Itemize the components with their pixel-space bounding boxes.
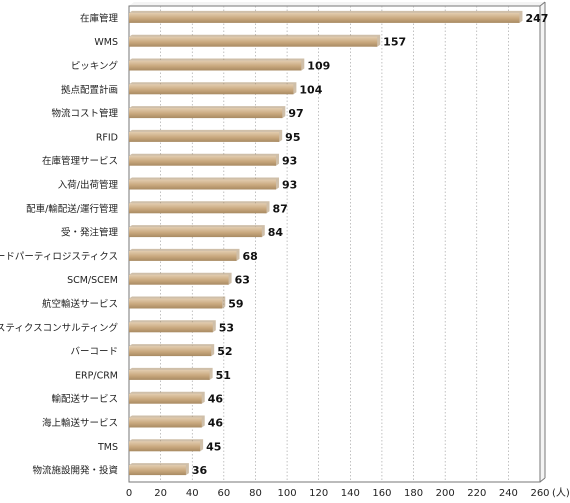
x-tick-label: 100 <box>278 488 297 499</box>
plot-area <box>128 5 541 483</box>
value-label: 109 <box>307 60 330 73</box>
x-axis-unit-label: (人) <box>552 487 570 499</box>
bar <box>129 417 202 428</box>
value-label: 87 <box>273 202 288 215</box>
bar <box>129 12 520 23</box>
value-label: 51 <box>216 369 231 382</box>
bar <box>129 465 186 476</box>
bar <box>129 131 280 142</box>
value-label: 93 <box>282 155 297 168</box>
category-label: サードパーティロジスティクス <box>0 251 118 262</box>
bar <box>129 36 378 47</box>
bar <box>129 369 210 380</box>
x-tick-label: 120 <box>309 488 328 499</box>
x-tick-label: 20 <box>154 488 167 499</box>
x-tick-label: 220 <box>467 488 486 499</box>
value-label: 36 <box>192 464 208 477</box>
category-label: 拠点配置計画 <box>61 84 118 96</box>
bar <box>129 227 262 238</box>
category-label: バーコード <box>70 347 118 358</box>
frame-edge <box>539 477 546 483</box>
bar <box>129 322 213 333</box>
value-label: 59 <box>228 298 243 311</box>
bars <box>129 10 523 476</box>
value-label: 45 <box>206 440 221 453</box>
x-tick-label: 60 <box>217 488 230 499</box>
bar <box>129 108 283 119</box>
value-labels: 247 157 109 104 97 95 93 93 87 84 68 63 59 53 52 51 46 46… <box>192 12 549 477</box>
bar <box>129 274 229 285</box>
category-label: 配車/輸配送/運行管理 <box>26 203 118 215</box>
category-label: 物流コスト管理 <box>51 108 118 120</box>
value-label: 63 <box>235 274 250 287</box>
x-tick-label: 240 <box>499 488 518 499</box>
bar <box>129 393 202 404</box>
category-label: ピッキング <box>71 60 119 72</box>
x-tick-label: 0 <box>126 488 132 499</box>
bar <box>129 298 223 309</box>
x-tick-label: 200 <box>436 488 455 499</box>
value-label: 97 <box>288 107 303 120</box>
value-label: 104 <box>299 83 322 96</box>
bar <box>129 346 212 357</box>
value-label: 247 <box>525 12 548 25</box>
category-label: 海上輸送サービス <box>42 417 118 429</box>
bar <box>129 441 201 452</box>
value-label: 52 <box>217 345 232 358</box>
value-label: 93 <box>282 179 297 192</box>
category-label: SCM/SCEM <box>67 275 118 286</box>
x-tick-label: 160 <box>372 488 391 499</box>
value-label: 95 <box>285 131 300 144</box>
value-label: 68 <box>242 250 257 263</box>
bar <box>129 250 237 261</box>
category-label: TMS <box>97 442 118 453</box>
category-label: 受・発注管理 <box>61 227 119 239</box>
value-label: 157 <box>383 36 406 49</box>
x-tick-label: 40 <box>186 488 199 499</box>
frame-edge <box>539 1 546 7</box>
category-label: 入荷/出荷管理 <box>58 179 119 191</box>
category-label: 航空輸送サービス <box>42 298 118 310</box>
x-tick-label: 180 <box>404 488 423 499</box>
category-label: 物流施設開発・投資 <box>32 465 118 477</box>
x-tick-label: 80 <box>249 488 262 499</box>
x-tick-label: 260 <box>530 488 549 499</box>
value-label: 84 <box>268 226 284 239</box>
bar <box>129 60 302 71</box>
bar <box>129 179 277 190</box>
x-tick-label: 140 <box>341 488 360 499</box>
value-label: 53 <box>219 321 234 334</box>
category-label: 在庫管理サービス <box>42 155 118 167</box>
value-label: 46 <box>208 393 224 406</box>
category-label: ロジスティクスコンサルティング <box>0 322 118 334</box>
value-label: 46 <box>208 417 224 430</box>
bar <box>129 84 294 95</box>
category-label: 在庫管理 <box>80 12 119 24</box>
plot-frame <box>128 1 546 483</box>
bar <box>129 155 277 166</box>
x-axis-ticks: 0 20 40 60 80 100 120 140 160 180 200 220 240 260 <box>126 488 550 499</box>
category-label: ERP/CRM <box>75 370 118 381</box>
category-label: 輸配送サービス <box>51 393 118 405</box>
category-label: RFID <box>96 132 118 143</box>
category-label: WMS <box>94 37 118 48</box>
bar <box>129 203 267 214</box>
